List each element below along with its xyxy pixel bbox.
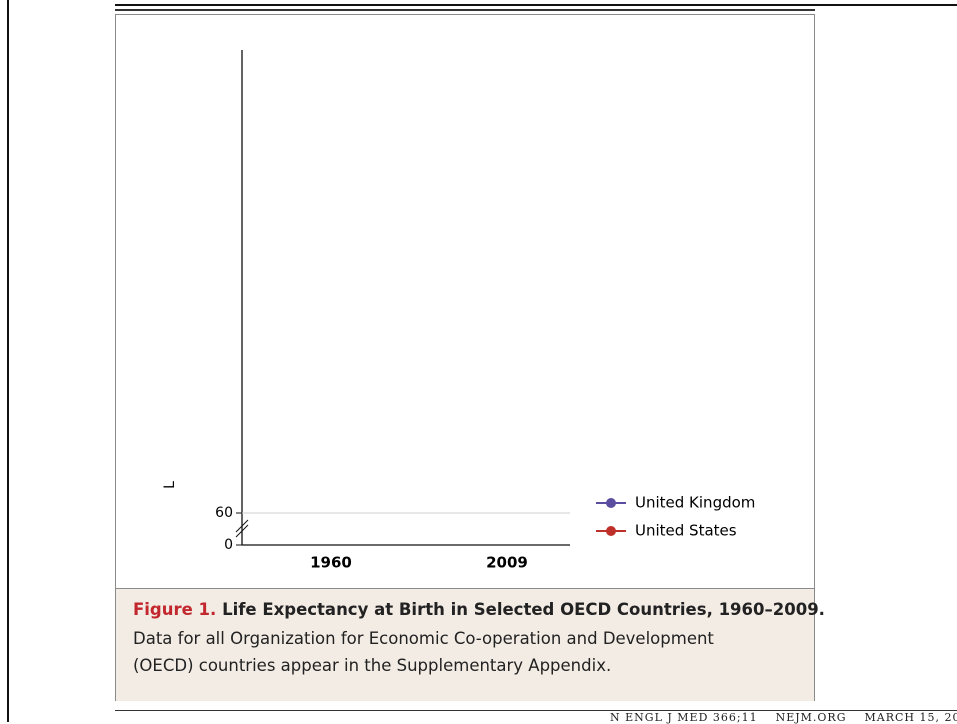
footer: N ENGL J MED 366;11 NEJM.ORG MARCH 15, 2… [610, 711, 957, 724]
y-tick-label: 60 [215, 505, 233, 521]
y-tick-label: 0 [224, 537, 233, 553]
x-tick-label: 2009 [486, 554, 528, 572]
chart: L 60 0 1960 2009 United Kingdom United S… [162, 50, 755, 572]
legend-label: United States [635, 522, 737, 540]
outer-left-border [7, 0, 9, 722]
figure-top-rule [115, 9, 815, 11]
footer-rule [115, 710, 957, 711]
footer-site: NEJM.ORG [775, 711, 847, 724]
caption-label: Figure 1. [133, 600, 217, 619]
figure-box [115, 14, 815, 701]
y-axis-label: L [162, 481, 178, 489]
x-tick-label: 1960 [310, 554, 352, 572]
legend-label: United Kingdom [635, 494, 755, 512]
axis-break [235, 519, 249, 533]
legend-marker [606, 526, 616, 536]
caption-text: Data for all Organization for Economic C… [133, 629, 714, 648]
legend-marker [606, 498, 616, 508]
caption-text: (OECD) countries appear in the Supplemen… [133, 656, 612, 675]
caption-heading: Figure 1. Life Expectancy at Birth in Se… [133, 600, 825, 619]
outer-top-border [115, 4, 957, 6]
axis-break [235, 524, 249, 538]
footer-date: MARCH 15, 2012 [864, 711, 957, 724]
footer-citation: N ENGL J MED 366;11 [610, 711, 758, 724]
caption-panel [116, 588, 814, 701]
caption-title: Life Expectancy at Birth in Selected OEC… [222, 600, 825, 619]
